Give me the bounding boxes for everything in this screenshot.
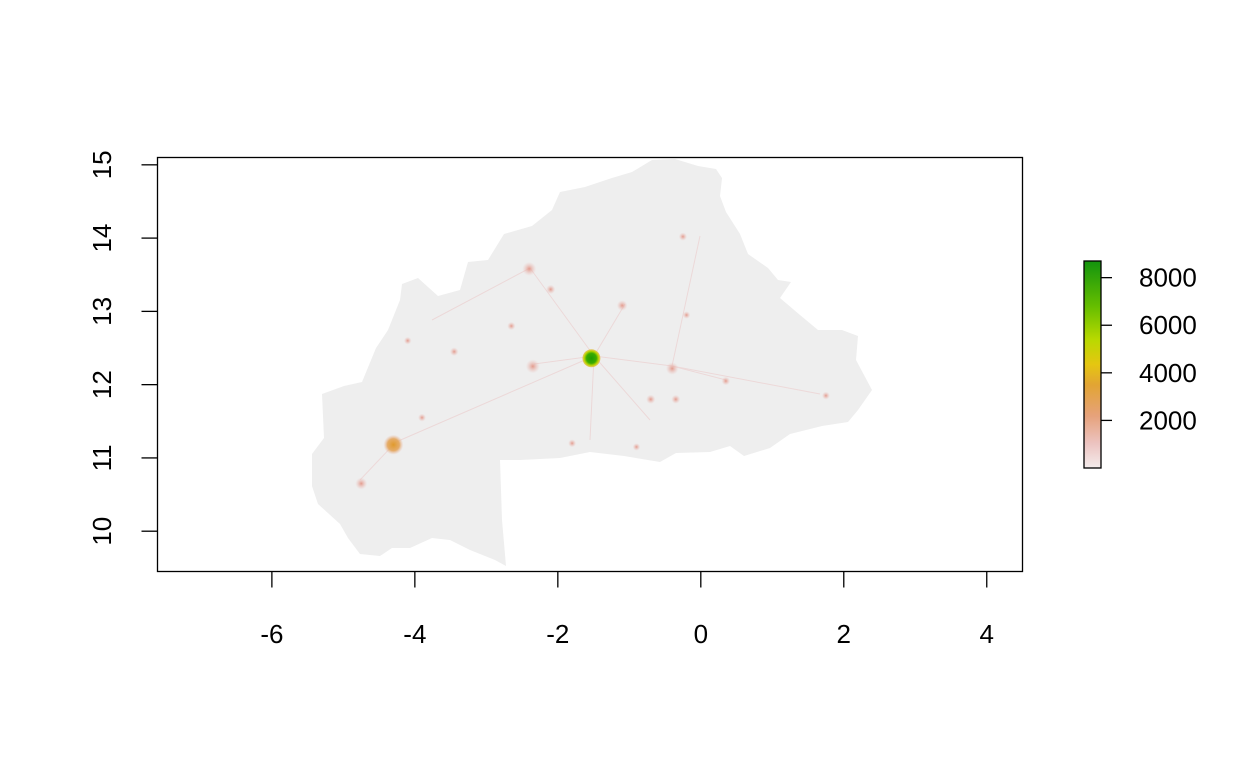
legend-tick-label: 8000 bbox=[1139, 263, 1197, 293]
legend-tick-label: 2000 bbox=[1139, 405, 1197, 435]
legend-colorbar bbox=[1083, 260, 1102, 469]
y-tick-label: 15 bbox=[87, 150, 117, 179]
x-axis: -6 -4 -2 0 2 4 bbox=[260, 571, 994, 649]
y-tick-label: 12 bbox=[87, 370, 117, 399]
population-hotspots bbox=[355, 232, 830, 490]
hotspot-cell bbox=[721, 376, 731, 386]
x-tick-label: 4 bbox=[980, 619, 994, 649]
hotspot-cell bbox=[678, 232, 688, 241]
hotspot-cell bbox=[507, 321, 516, 331]
y-axis: 10 11 12 13 14 15 bbox=[87, 150, 158, 546]
x-tick-label: 2 bbox=[837, 619, 851, 649]
hotspot-cell bbox=[546, 284, 556, 295]
x-tick-label: -6 bbox=[260, 619, 283, 649]
legend-ticks: 2000 4000 6000 8000 bbox=[1101, 263, 1197, 435]
y-tick-label: 10 bbox=[87, 517, 117, 546]
legend-tick-label: 4000 bbox=[1139, 358, 1197, 388]
hotspot-cell bbox=[616, 300, 628, 311]
hotspot-cell bbox=[632, 443, 641, 451]
hotspot-cell bbox=[383, 434, 404, 455]
y-tick-label: 11 bbox=[87, 444, 117, 471]
hotspot-cell bbox=[355, 477, 368, 490]
plot-frame bbox=[156, 156, 1024, 573]
y-tick-label: 14 bbox=[87, 224, 117, 253]
hotspot-cell bbox=[646, 394, 656, 404]
hotspot-cell bbox=[568, 439, 577, 448]
hotspot-cell bbox=[449, 347, 459, 357]
hotspot-cell bbox=[522, 261, 537, 276]
color-legend: 2000 4000 6000 8000 bbox=[1083, 260, 1197, 469]
hotspot-cell bbox=[582, 349, 601, 368]
hotspot-cell bbox=[418, 413, 427, 422]
hotspot-cell bbox=[821, 391, 830, 400]
hotspot-cell bbox=[403, 336, 412, 345]
x-tick-label: 0 bbox=[694, 619, 708, 649]
x-tick-label: -2 bbox=[546, 619, 569, 649]
legend-tick-label: 6000 bbox=[1139, 310, 1197, 340]
x-tick-label: -4 bbox=[403, 619, 426, 649]
y-tick-label: 13 bbox=[87, 297, 117, 326]
hotspot-cell bbox=[682, 311, 691, 319]
hotspot-cell bbox=[665, 362, 679, 375]
hotspot-cell bbox=[525, 359, 540, 374]
hotspot-cell bbox=[671, 394, 681, 404]
